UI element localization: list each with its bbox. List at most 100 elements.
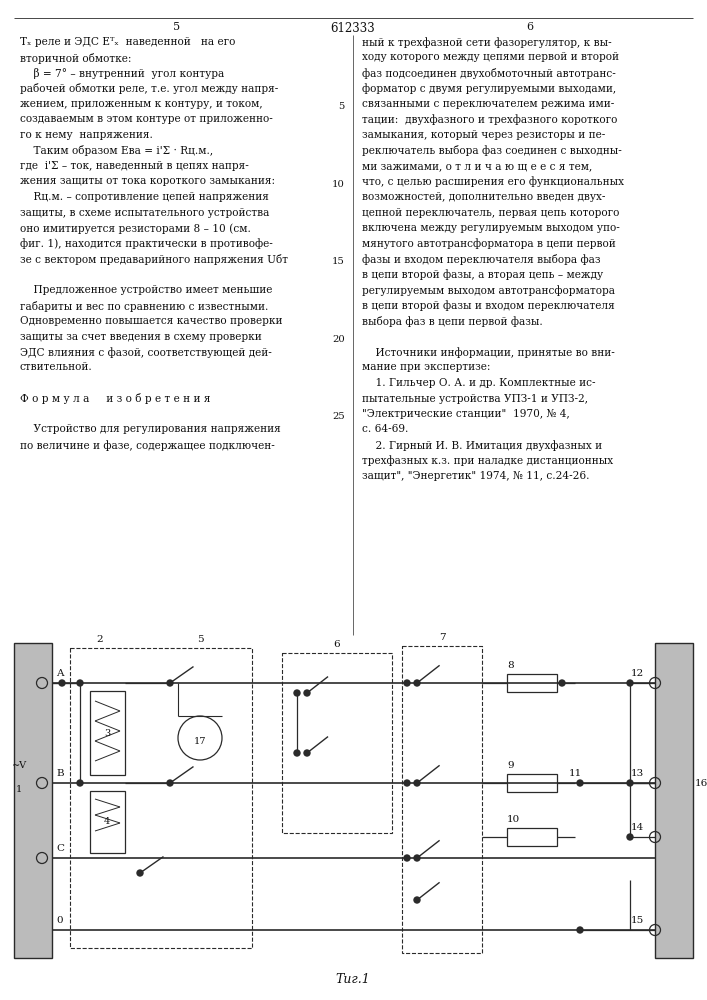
Text: выбора фаз в цепи первой фазы.: выбора фаз в цепи первой фазы. — [362, 316, 543, 327]
Circle shape — [627, 780, 633, 786]
Text: 5: 5 — [197, 635, 204, 644]
Text: 15: 15 — [631, 916, 643, 925]
Text: ~V: ~V — [12, 761, 27, 770]
Text: 2. Гирный И. В. Имитация двухфазных и: 2. Гирный И. В. Имитация двухфазных и — [362, 440, 602, 451]
Text: 4: 4 — [104, 818, 110, 826]
Bar — [90, 791, 125, 853]
Text: 6: 6 — [527, 22, 534, 32]
Circle shape — [304, 690, 310, 696]
Circle shape — [294, 690, 300, 696]
Circle shape — [294, 750, 300, 756]
Text: β = 7° – внутренний  угол контура: β = 7° – внутренний угол контура — [20, 68, 224, 79]
Text: жением, приложенным к контуру, и током,: жением, приложенным к контуру, и током, — [20, 99, 262, 109]
Text: с. 64-69.: с. 64-69. — [362, 424, 409, 434]
Text: B: B — [56, 769, 64, 778]
Text: цепной переключатель, первая цепь которого: цепной переключатель, первая цепь которо… — [362, 208, 619, 218]
Text: трехфазных к.з. при наладке дистанционных: трехфазных к.з. при наладке дистанционны… — [362, 456, 613, 466]
Text: где  i'Σ – ток, наведенный в цепях напря-: где i'Σ – ток, наведенный в цепях напря- — [20, 161, 249, 171]
Circle shape — [627, 834, 633, 840]
Text: 6: 6 — [334, 640, 340, 649]
Text: возможностей, дополнительно введен двух-: возможностей, дополнительно введен двух- — [362, 192, 605, 202]
Circle shape — [137, 870, 143, 876]
Text: 16: 16 — [695, 778, 707, 788]
Text: защиты, в схеме испытательного устройства: защиты, в схеме испытательного устройств… — [20, 208, 269, 218]
Text: 10: 10 — [507, 815, 520, 824]
Text: пытательные устройства УПЗ-1 и УПЗ-2,: пытательные устройства УПЗ-1 и УПЗ-2, — [362, 393, 588, 403]
Text: защит", "Энергетик" 1974, № 11, с.24-26.: защит", "Энергетик" 1974, № 11, с.24-26. — [362, 471, 590, 481]
Text: 17: 17 — [194, 738, 206, 746]
Text: 0: 0 — [56, 916, 63, 925]
Circle shape — [627, 680, 633, 686]
Text: фазы и входом переключателя выбора фаз: фазы и входом переключателя выбора фаз — [362, 254, 600, 265]
Bar — [282, 653, 392, 833]
Text: 15: 15 — [332, 257, 345, 266]
Text: Ф о р м у л а     и з о б р е т е н и я: Ф о р м у л а и з о б р е т е н и я — [20, 393, 211, 404]
Text: "Электрические станции"  1970, № 4,: "Электрические станции" 1970, № 4, — [362, 409, 570, 419]
Text: рабочей обмотки реле, т.е. угол между напря-: рабочей обмотки реле, т.е. угол между на… — [20, 84, 279, 95]
Bar — [402, 646, 482, 953]
Circle shape — [414, 897, 420, 903]
Text: создаваемым в этом контуре от приложенно-: создаваемым в этом контуре от приложенно… — [20, 114, 273, 124]
Text: 3: 3 — [104, 728, 110, 738]
Text: 7: 7 — [438, 633, 445, 642]
Text: Источники информации, принятые во вни-: Источники информации, принятые во вни- — [362, 347, 615, 358]
Text: 25: 25 — [332, 412, 345, 421]
Circle shape — [414, 680, 420, 686]
Bar — [507, 774, 557, 792]
Text: габариты и вес по сравнению с известными.: габариты и вес по сравнению с известными… — [20, 300, 269, 312]
Circle shape — [77, 680, 83, 686]
Circle shape — [414, 855, 420, 861]
Circle shape — [304, 750, 310, 756]
Circle shape — [404, 780, 410, 786]
Bar — [655, 643, 693, 958]
Bar — [90, 691, 125, 775]
Text: оно имитируется резисторами 8 – 10 (см.: оно имитируется резисторами 8 – 10 (см. — [20, 223, 251, 234]
Text: 8: 8 — [507, 661, 513, 670]
Circle shape — [167, 680, 173, 686]
Text: в цепи второй фазы и входом переключателя: в цепи второй фазы и входом переключател… — [362, 300, 615, 311]
Text: зе с вектором предаварийного напряжения Uбт: зе с вектором предаварийного напряжения … — [20, 254, 288, 265]
Text: реключатель выбора фаз соединен с выходны-: реключатель выбора фаз соединен с выходн… — [362, 145, 621, 156]
Text: 20: 20 — [332, 335, 345, 344]
Text: го к нему  напряжения.: го к нему напряжения. — [20, 130, 153, 140]
Text: 13: 13 — [631, 769, 643, 778]
Bar — [507, 674, 557, 692]
Text: 14: 14 — [631, 823, 643, 832]
Text: 5: 5 — [339, 102, 345, 111]
Text: фиг. 1), находится практически в противофе-: фиг. 1), находится практически в противо… — [20, 238, 273, 249]
Text: вторичной обмотке:: вторичной обмотке: — [20, 52, 132, 64]
Text: Rц.м. – сопротивление цепей напряжения: Rц.м. – сопротивление цепей напряжения — [20, 192, 269, 202]
Text: Таким образом Ева = i'Σ · Rц.м.,: Таким образом Ева = i'Σ · Rц.м., — [20, 145, 213, 156]
Circle shape — [167, 780, 173, 786]
Text: регулируемым выходом автотрансформатора: регулируемым выходом автотрансформатора — [362, 285, 615, 296]
Text: форматор с двумя регулируемыми выходами,: форматор с двумя регулируемыми выходами, — [362, 84, 616, 94]
Text: 612333: 612333 — [331, 22, 375, 35]
Text: включена между регулируемым выходом упо-: включена между регулируемым выходом упо- — [362, 223, 620, 233]
Text: что, с целью расширения его функциональных: что, с целью расширения его функциональн… — [362, 176, 624, 187]
Text: Предложенное устройство имеет меньшие: Предложенное устройство имеет меньшие — [20, 285, 272, 295]
Circle shape — [414, 780, 420, 786]
Text: 9: 9 — [507, 761, 513, 770]
Text: Τиг.1: Τиг.1 — [336, 973, 370, 986]
Text: 5: 5 — [173, 22, 180, 32]
Text: ЭДС влияния с фазой, соответствующей дей-: ЭДС влияния с фазой, соответствующей дей… — [20, 347, 271, 358]
Text: ми зажимами, о т л и ч а ю щ е е с я тем,: ми зажимами, о т л и ч а ю щ е е с я тем… — [362, 161, 592, 171]
Text: ствительной.: ствительной. — [20, 362, 93, 372]
Text: замыкания, который через резисторы и пе-: замыкания, который через резисторы и пе- — [362, 130, 605, 140]
Bar — [507, 828, 557, 846]
Bar — [70, 648, 252, 948]
Text: Устройство для регулирования напряжения: Устройство для регулирования напряжения — [20, 424, 281, 434]
Text: 2: 2 — [97, 635, 103, 644]
Text: C: C — [56, 844, 64, 853]
Text: тации:  двухфазного и трехфазного короткого: тации: двухфазного и трехфазного коротко… — [362, 114, 617, 125]
Text: жения защиты от тока короткого замыкания:: жения защиты от тока короткого замыкания… — [20, 176, 275, 186]
Text: связанными с переключателем режима ими-: связанными с переключателем режима ими- — [362, 99, 614, 109]
Circle shape — [577, 927, 583, 933]
Text: ный к трехфазной сети фазорегулятор, к вы-: ный к трехфазной сети фазорегулятор, к в… — [362, 37, 612, 48]
Circle shape — [577, 780, 583, 786]
Text: 11: 11 — [568, 769, 582, 778]
Text: 12: 12 — [631, 669, 643, 678]
Circle shape — [404, 855, 410, 861]
Text: в цепи второй фазы, а вторая цепь – между: в цепи второй фазы, а вторая цепь – межд… — [362, 269, 603, 280]
Text: ходу которого между цепями первой и второй: ходу которого между цепями первой и втор… — [362, 52, 619, 62]
